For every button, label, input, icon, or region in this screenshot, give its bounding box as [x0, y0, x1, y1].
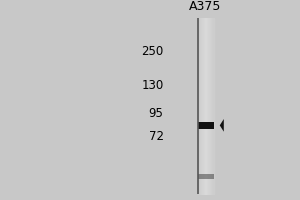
- Bar: [198, 174, 214, 179]
- Text: 250: 250: [141, 45, 164, 58]
- Text: A375: A375: [189, 0, 222, 13]
- Polygon shape: [220, 119, 224, 132]
- Text: 95: 95: [148, 107, 164, 120]
- Text: 130: 130: [141, 79, 164, 92]
- Bar: [198, 122, 214, 129]
- Text: 72: 72: [148, 130, 164, 143]
